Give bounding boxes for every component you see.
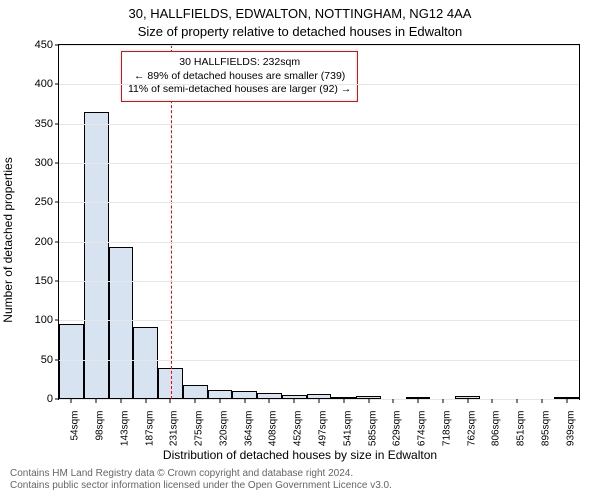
xtick-label: 497sqm xyxy=(318,411,329,447)
xtick-label: 54sqm xyxy=(70,411,81,441)
xtick-label: 806sqm xyxy=(491,411,502,447)
ytick-mark xyxy=(55,281,59,282)
xtick-mark xyxy=(319,399,320,403)
xtick-mark xyxy=(244,399,245,403)
ytick-mark xyxy=(55,123,59,124)
ytick-mark xyxy=(55,320,59,321)
xtick-label: 98sqm xyxy=(95,411,106,441)
y-axis-label: Number of detached properties xyxy=(1,157,15,322)
ytick-label: 50 xyxy=(41,354,53,366)
ytick-label: 200 xyxy=(35,236,53,248)
xtick-mark xyxy=(195,399,196,403)
footer-line-2: Contains public sector information licen… xyxy=(10,480,392,492)
gridline-h xyxy=(59,45,579,46)
ytick-mark xyxy=(55,84,59,85)
xtick-mark xyxy=(120,399,121,403)
xtick-label: 231sqm xyxy=(169,411,180,447)
ytick-mark xyxy=(55,241,59,242)
xtick-mark xyxy=(269,399,270,403)
xtick-mark xyxy=(170,399,171,403)
x-axis-label: Distribution of detached houses by size … xyxy=(0,448,600,462)
histogram-bar xyxy=(232,391,257,399)
property-size-chart: 30, HALLFIELDS, EDWALTON, NOTTINGHAM, NG… xyxy=(0,0,600,500)
footer-line-1: Contains HM Land Registry data © Crown c… xyxy=(10,468,392,480)
xtick-label: 320sqm xyxy=(218,411,229,447)
xtick-mark xyxy=(343,399,344,403)
ytick-mark xyxy=(55,202,59,203)
xtick-mark xyxy=(145,399,146,403)
xtick-label: 939sqm xyxy=(565,411,576,447)
gridline-h xyxy=(59,124,579,125)
histogram-bar xyxy=(208,390,233,399)
ytick-mark xyxy=(55,399,59,400)
xtick-mark xyxy=(566,399,567,403)
callout-line-1: 30 HALLFIELDS: 232sqm xyxy=(128,56,351,70)
xtick-label: 275sqm xyxy=(194,411,205,447)
histogram-bar xyxy=(133,327,158,399)
chart-title-sub: Size of property relative to detached ho… xyxy=(0,24,600,39)
ytick-mark xyxy=(55,163,59,164)
ytick-label: 350 xyxy=(35,118,53,130)
xtick-label: 187sqm xyxy=(144,411,155,447)
xtick-label: 452sqm xyxy=(293,411,304,447)
ytick-label: 400 xyxy=(35,78,53,90)
plot-area: 30 HALLFIELDS: 232sqm ← 89% of detached … xyxy=(58,44,580,400)
histogram-bar xyxy=(183,385,208,399)
xtick-mark xyxy=(96,399,97,403)
ytick-label: 0 xyxy=(47,393,53,405)
ytick-label: 150 xyxy=(35,275,53,287)
xtick-mark xyxy=(393,399,394,403)
gridline-h xyxy=(59,281,579,282)
ytick-label: 100 xyxy=(35,314,53,326)
ytick-label: 450 xyxy=(35,39,53,51)
ytick-label: 300 xyxy=(35,157,53,169)
histogram-bar xyxy=(109,247,134,399)
xtick-label: 674sqm xyxy=(417,411,428,447)
xtick-label: 629sqm xyxy=(392,411,403,447)
gridline-h xyxy=(59,360,579,361)
xtick-mark xyxy=(418,399,419,403)
xtick-mark xyxy=(492,399,493,403)
ytick-label: 250 xyxy=(35,196,53,208)
xtick-label: 762sqm xyxy=(466,411,477,447)
gridline-h xyxy=(59,242,579,243)
xtick-label: 364sqm xyxy=(243,411,254,447)
histogram-bar xyxy=(59,324,84,399)
xtick-label: 585sqm xyxy=(367,411,378,447)
chart-title-main: 30, HALLFIELDS, EDWALTON, NOTTINGHAM, NG… xyxy=(0,6,600,21)
callout-box: 30 HALLFIELDS: 232sqm ← 89% of detached … xyxy=(121,51,358,102)
xtick-label: 408sqm xyxy=(268,411,279,447)
gridline-h xyxy=(59,84,579,85)
histogram-bar xyxy=(84,112,109,399)
xtick-label: 895sqm xyxy=(540,411,551,447)
ytick-mark xyxy=(55,45,59,46)
ytick-mark xyxy=(55,359,59,360)
footer-attribution: Contains HM Land Registry data © Crown c… xyxy=(10,468,392,492)
gridline-h xyxy=(59,320,579,321)
xtick-mark xyxy=(442,399,443,403)
xtick-label: 718sqm xyxy=(441,411,452,447)
xtick-mark xyxy=(467,399,468,403)
xtick-mark xyxy=(294,399,295,403)
callout-line-2: ← 89% of detached houses are smaller (73… xyxy=(128,70,351,84)
xtick-label: 851sqm xyxy=(516,411,527,447)
xtick-mark xyxy=(219,399,220,403)
xtick-mark xyxy=(517,399,518,403)
xtick-mark xyxy=(368,399,369,403)
xtick-mark xyxy=(71,399,72,403)
gridline-h xyxy=(59,163,579,164)
xtick-label: 541sqm xyxy=(342,411,353,447)
xtick-mark xyxy=(541,399,542,403)
gridline-h xyxy=(59,202,579,203)
xtick-label: 143sqm xyxy=(119,411,130,447)
